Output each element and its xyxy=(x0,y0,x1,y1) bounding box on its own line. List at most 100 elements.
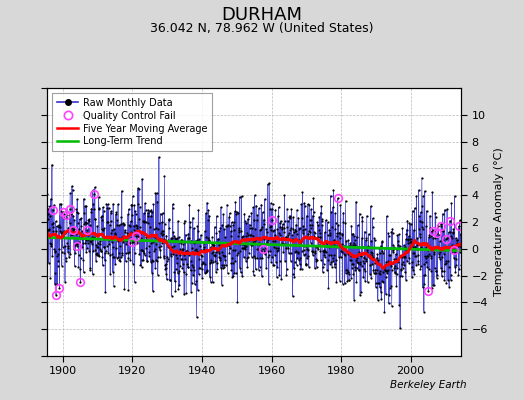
Point xyxy=(274,247,282,253)
Point xyxy=(383,268,391,274)
Point xyxy=(245,237,254,243)
Point xyxy=(182,271,191,277)
Point xyxy=(103,242,111,249)
Point xyxy=(445,234,454,240)
Point xyxy=(407,220,415,227)
Point xyxy=(356,261,365,268)
Point xyxy=(450,246,458,253)
Point xyxy=(342,238,351,244)
Point xyxy=(130,279,139,286)
Point xyxy=(308,248,316,254)
Point xyxy=(434,251,443,257)
Point xyxy=(272,234,280,240)
Point xyxy=(252,202,260,209)
Point xyxy=(421,272,430,278)
Point xyxy=(263,228,271,235)
Point xyxy=(340,242,348,249)
Point xyxy=(97,214,105,220)
Point xyxy=(71,242,79,248)
Point xyxy=(394,258,402,265)
Point xyxy=(144,220,152,226)
Point xyxy=(212,230,221,237)
Point xyxy=(403,217,411,224)
Point xyxy=(304,264,313,270)
Point xyxy=(422,208,431,214)
Point xyxy=(430,281,438,288)
Point xyxy=(211,252,220,259)
Point xyxy=(82,203,91,209)
Point xyxy=(127,202,136,208)
Point xyxy=(358,214,366,220)
Point xyxy=(74,264,82,270)
Point xyxy=(46,240,54,246)
Point xyxy=(391,262,399,269)
Point xyxy=(410,250,419,256)
Point xyxy=(171,288,180,294)
Point xyxy=(299,223,308,230)
Point xyxy=(64,224,73,231)
Point xyxy=(369,267,378,274)
Point xyxy=(224,242,233,248)
Point xyxy=(150,246,159,253)
Point xyxy=(151,234,159,240)
Point xyxy=(149,201,158,208)
Point xyxy=(240,242,248,248)
Point xyxy=(288,235,296,242)
Point xyxy=(165,217,173,223)
Point xyxy=(101,257,109,263)
Point xyxy=(348,242,357,248)
Point xyxy=(426,212,434,219)
Point xyxy=(257,224,266,230)
Point xyxy=(234,233,242,240)
Point xyxy=(119,222,128,228)
Point xyxy=(315,230,324,236)
Point xyxy=(133,239,141,246)
Point xyxy=(113,236,122,242)
Point xyxy=(265,252,273,258)
Point xyxy=(156,236,164,242)
Point xyxy=(111,230,119,236)
Point xyxy=(125,249,133,255)
Point xyxy=(145,249,154,255)
Point xyxy=(56,224,64,230)
Point xyxy=(61,243,70,250)
Point xyxy=(195,271,203,277)
Point xyxy=(279,235,287,242)
Point xyxy=(162,232,171,239)
Point xyxy=(206,246,214,252)
Point xyxy=(153,236,161,242)
Point xyxy=(359,274,367,281)
Point xyxy=(254,234,263,241)
Point xyxy=(119,239,127,246)
Point xyxy=(439,210,447,217)
Point xyxy=(379,264,388,270)
Point xyxy=(203,268,211,274)
Point xyxy=(389,247,398,253)
Point xyxy=(58,262,66,269)
Point xyxy=(358,217,367,224)
Point xyxy=(72,230,80,237)
Point xyxy=(185,252,193,258)
Point xyxy=(324,285,333,291)
Point xyxy=(74,252,83,258)
Point xyxy=(255,205,263,212)
Point xyxy=(114,238,122,244)
Point xyxy=(83,227,92,234)
Point xyxy=(384,266,392,273)
Point xyxy=(416,231,424,237)
Point xyxy=(360,254,368,260)
Point xyxy=(290,274,299,280)
Point xyxy=(50,202,58,208)
Point xyxy=(210,244,219,250)
Point xyxy=(149,226,158,232)
Point xyxy=(75,239,83,245)
Point xyxy=(141,230,149,237)
Point xyxy=(73,242,81,249)
Point xyxy=(288,232,296,238)
Point xyxy=(195,264,204,271)
Point xyxy=(341,280,349,286)
Point xyxy=(144,213,152,219)
Point xyxy=(59,228,68,234)
Point xyxy=(344,251,353,257)
Point xyxy=(166,237,174,243)
